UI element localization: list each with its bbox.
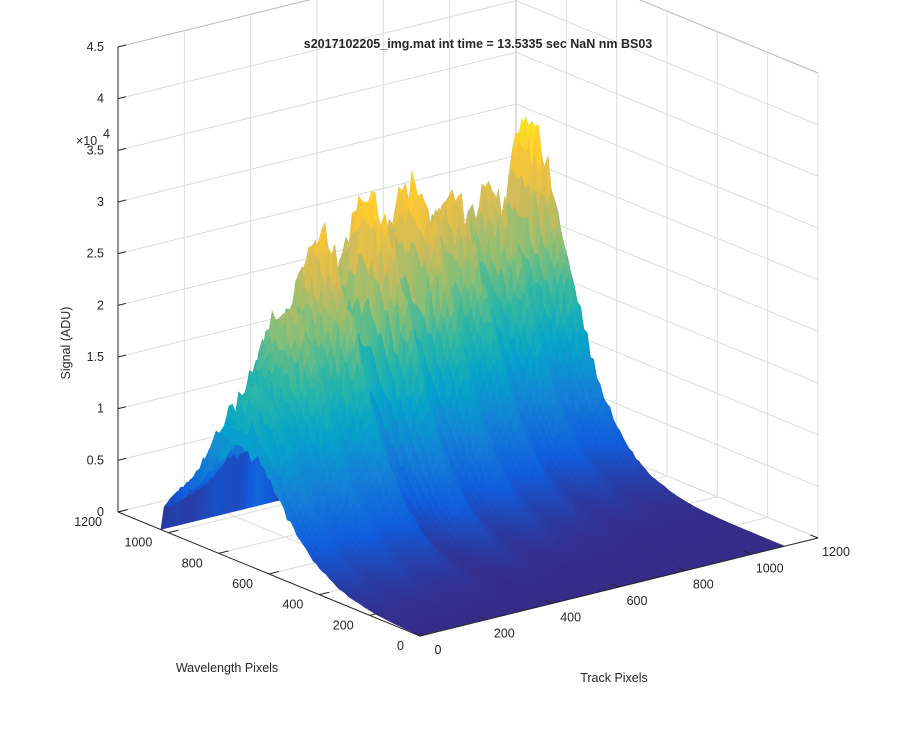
chart-svg: 0200400600800100012000200400600800100012… [0, 0, 900, 750]
surface-chart: 0200400600800100012000200400600800100012… [0, 0, 900, 750]
